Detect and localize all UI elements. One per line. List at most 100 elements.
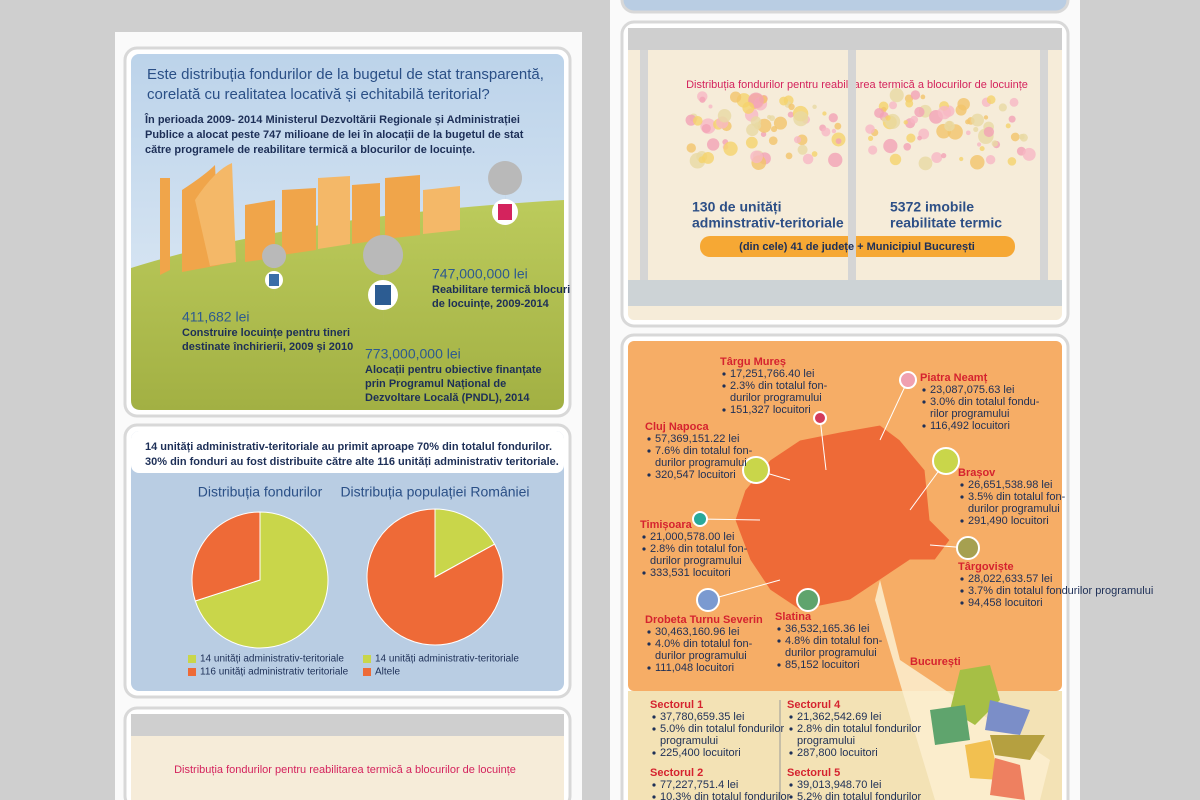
- bullet: [652, 715, 656, 719]
- flower: [889, 153, 902, 166]
- text: Timișoara: [640, 519, 693, 531]
- city-dot: [742, 456, 770, 484]
- bucharest-map: [930, 665, 1045, 800]
- flower: [903, 142, 912, 151]
- flower: [706, 138, 720, 151]
- flower: [965, 130, 971, 136]
- text: 5.0% din totalul fondurilor: [660, 723, 784, 735]
- bullet: [777, 663, 781, 667]
- text: corelată cu realitatea locativă și echit…: [147, 86, 490, 103]
- flower: [1009, 97, 1019, 107]
- flower: [937, 105, 952, 120]
- text: Slatina: [775, 611, 812, 623]
- text: 773,000,000 lei: [365, 346, 461, 362]
- flower: [865, 124, 875, 134]
- flower: [692, 116, 703, 126]
- flower: [983, 126, 995, 138]
- bullet: [922, 424, 926, 428]
- text: adminstrativ-teritoriale: [692, 215, 844, 231]
- flower: [971, 113, 984, 127]
- pie-slice: [366, 508, 504, 646]
- text: Alocații pentru obiective finanțate: [365, 364, 542, 376]
- leader-line: [879, 379, 909, 441]
- text: 287,800 locuitori: [797, 747, 878, 759]
- flower: [771, 126, 778, 133]
- flower: [831, 128, 837, 134]
- flower: [828, 152, 843, 168]
- city-dot: [796, 588, 820, 612]
- window-bar: [640, 50, 648, 280]
- flower: [944, 120, 955, 132]
- text: 26,651,538.98 lei: [968, 479, 1052, 491]
- text: 14 unități administrativ-teritoriale au …: [145, 441, 552, 453]
- text: Târgoviște: [958, 561, 1014, 573]
- flower: [918, 156, 933, 171]
- text: 94,458 locuitori: [968, 597, 1043, 609]
- flower: [802, 153, 814, 165]
- bullet: [652, 795, 656, 799]
- flower: [686, 143, 696, 153]
- text: 4.8% din totalul fon-: [785, 635, 883, 647]
- bullet: [642, 571, 646, 575]
- hill: [131, 200, 564, 410]
- city-dot: [932, 447, 960, 475]
- flower: [717, 108, 732, 123]
- flowers: [685, 88, 1036, 171]
- text: În perioada 2009- 2014 Ministerul Dezvol…: [144, 113, 520, 126]
- text: 2.8% din totalul fondurilor: [797, 723, 921, 735]
- flower: [885, 115, 891, 121]
- window-frame: [628, 28, 1062, 50]
- text: 21,362,542.69 lei: [797, 711, 881, 723]
- text: Construire locuințe pentru tineri: [182, 327, 350, 339]
- flower: [760, 131, 767, 137]
- flower: [931, 152, 943, 164]
- text: (din cele) 41 de județe + Municipiul Buc…: [739, 241, 975, 253]
- city-dot: [813, 411, 827, 425]
- city-dot: [696, 588, 720, 612]
- legend-swatch: [363, 668, 371, 676]
- text: programului: [797, 735, 855, 747]
- text: Sectorul 5: [787, 767, 840, 779]
- text: prin Programul Național de: [365, 378, 506, 390]
- bullet: [647, 449, 651, 453]
- text: 320,547 locuitori: [655, 469, 736, 481]
- text: durilor programului: [655, 650, 747, 662]
- text: Dezvoltare Locală (PNDL), 2014: [365, 392, 530, 404]
- text: 14 unități administrativ-teritoriale: [375, 654, 519, 665]
- text: 85,152 locuitori: [785, 659, 860, 671]
- text: 37,780,659.35 lei: [660, 711, 744, 723]
- bullet: [647, 473, 651, 477]
- note-pill: [700, 236, 1015, 257]
- text: București: [910, 656, 961, 668]
- flower: [973, 126, 979, 132]
- bullet: [722, 372, 726, 376]
- flower: [1007, 157, 1017, 166]
- flower: [998, 103, 1007, 112]
- text: 39,013,948.70 lei: [797, 779, 881, 791]
- flower: [773, 116, 787, 130]
- bullet: [789, 727, 793, 731]
- flower: [868, 145, 878, 155]
- flower: [976, 142, 982, 147]
- bullet: [960, 589, 964, 593]
- flower: [959, 156, 964, 162]
- text: 225,400 locuitori: [660, 747, 741, 759]
- text: rilor programului: [930, 408, 1009, 420]
- text: 57,369,151.22 lei: [655, 433, 739, 445]
- text: 130 de unități: [692, 199, 781, 215]
- text: 116 unități administrativ teritoriale: [200, 667, 349, 678]
- text: 30% din fonduri au fost distribuite cătr…: [145, 456, 559, 468]
- bullet: [960, 483, 964, 487]
- text: 4.0% din totalul fon-: [655, 638, 753, 650]
- text: Brașov: [958, 467, 996, 479]
- flower: [970, 155, 985, 170]
- bullet: [789, 795, 793, 799]
- flower: [905, 99, 914, 108]
- text: durilor programului: [650, 555, 742, 567]
- flower: [811, 151, 818, 157]
- text: durilor programului: [655, 457, 747, 469]
- bullet: [722, 408, 726, 412]
- flower: [955, 104, 967, 116]
- pie-slice: [191, 511, 261, 602]
- text: 333,531 locuitori: [650, 567, 731, 579]
